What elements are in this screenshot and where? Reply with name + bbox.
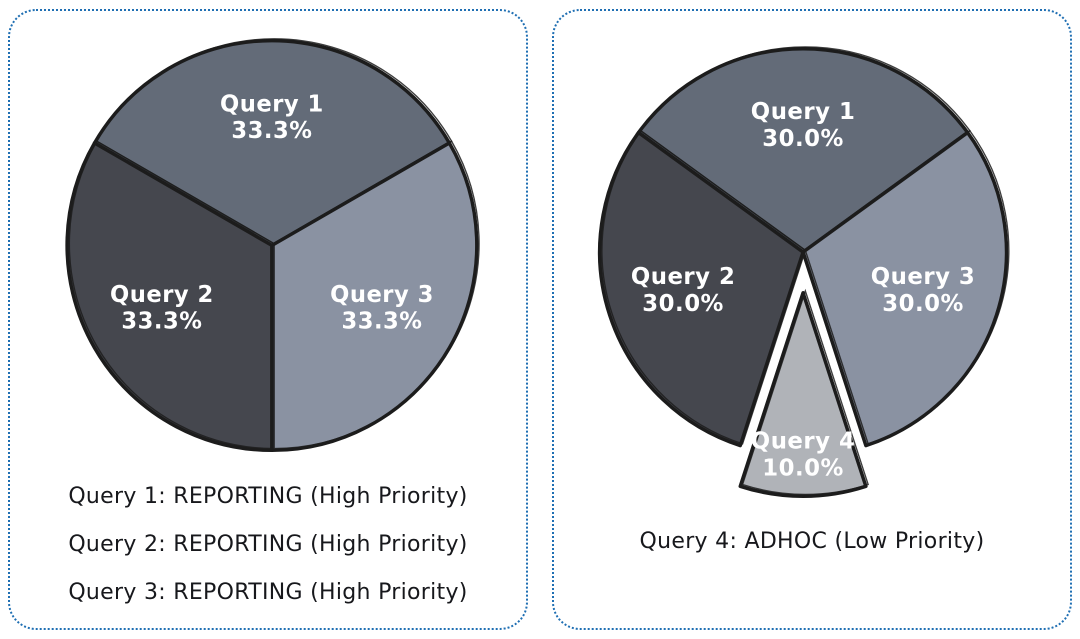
legend-line-query2: Query 2: REPORTING (High Priority) <box>68 532 468 557</box>
pie1-label-query-3: Query 3 30.0% <box>871 264 976 317</box>
legend-right: Query 4: ADHOC (Low Priority) <box>554 529 1070 577</box>
legend-line-query1: Query 1: REPORTING (High Priority) <box>68 484 468 509</box>
pie1-label-query-1: Query 1 30.0% <box>751 99 856 152</box>
pie1-slice-sketch-outline <box>741 288 870 496</box>
pie0-slice-sketch-outline <box>273 140 480 450</box>
pie1-label-query-2: Query 2 30.0% <box>631 264 736 317</box>
legend-left: Query 1: REPORTING (High Priority) Query… <box>10 484 526 628</box>
pie1-slice-query-2 <box>597 130 805 448</box>
pie0-label-query-1: Query 1 33.3% <box>220 91 324 144</box>
pie0-slice-sketch-outline <box>68 140 275 450</box>
pie1-label-query-4: Query 4 10.0% <box>751 429 856 482</box>
pie0-slice-query-2 <box>65 141 274 453</box>
pie0-slice-sketch-outline <box>95 38 453 245</box>
pie0-slice-query-3 <box>270 141 479 453</box>
panel-adhoc-priority-chart: Query 1 30.0% Query 2 30.0% Query 4 10.0% Quer… <box>552 9 1072 630</box>
pie0-label-query-2: Query 2 33.3% <box>110 282 214 335</box>
pie-chart-exploded-adhoc: Query 1 30.0% Query 2 30.0% Query 4 10.0% Quer… <box>597 46 1010 498</box>
pie1-slice-sketch-outline <box>804 129 1010 445</box>
pie1-slice-sketch-outline <box>601 129 807 445</box>
panel-equal-priority-chart: Query 1 33.3% Query 2 33.3% Query 3 33.3% Que… <box>8 9 528 630</box>
pie0-label-query-3: Query 3 33.3% <box>330 282 434 335</box>
legend-line-query3: Query 3: REPORTING (High Priority) <box>68 580 468 605</box>
pie1-slice-sketch-outline <box>639 46 971 252</box>
legend-line-query4: Query 4: ADHOC (Low Priority) <box>639 529 985 555</box>
pie1-slice-query-4 <box>738 291 868 498</box>
pie-chart-equal-queries: Query 1 33.3% Query 2 33.3% Query 3 33.3% <box>65 38 480 453</box>
